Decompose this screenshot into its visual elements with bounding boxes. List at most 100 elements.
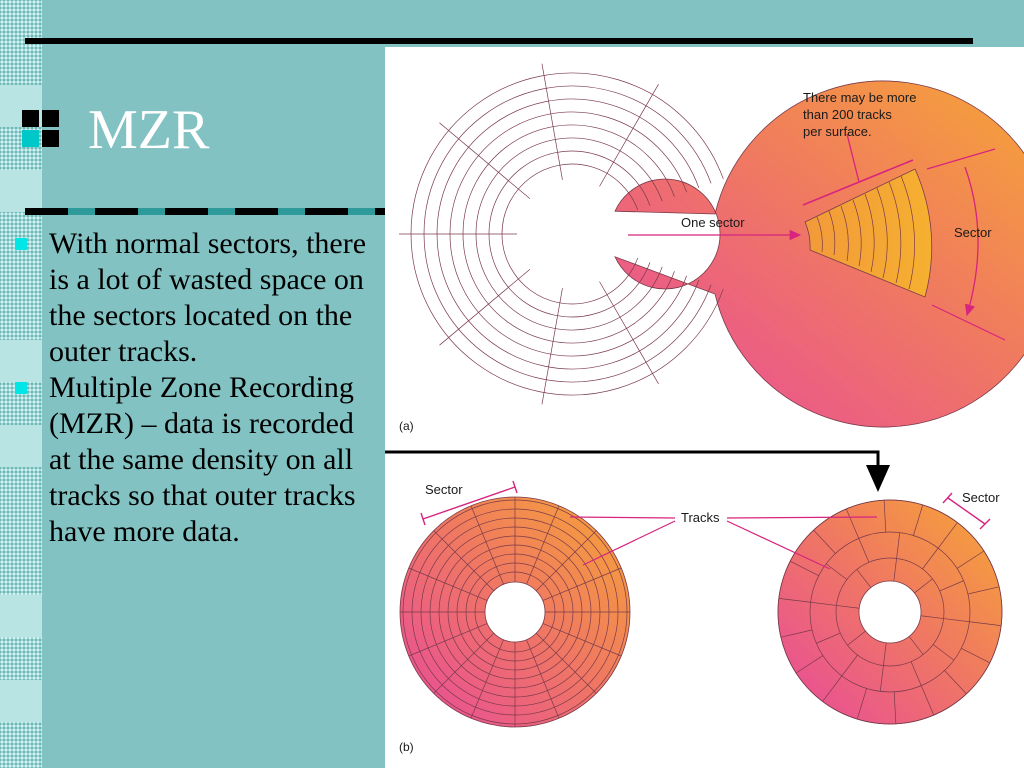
sector-line bbox=[967, 586, 1000, 595]
sector-line bbox=[535, 632, 597, 694]
sector-line bbox=[541, 288, 563, 405]
sector-line bbox=[408, 623, 488, 657]
disk-figure: There may be more than 200 tracks per su… bbox=[385, 47, 1024, 768]
sector-line bbox=[914, 578, 933, 594]
bullet-text: With normal sectors, there is a lot of w… bbox=[49, 227, 367, 368]
sector-line bbox=[922, 547, 939, 570]
disk-a-grid bbox=[399, 63, 724, 405]
sector-line bbox=[470, 505, 504, 585]
sector-arc-arrow bbox=[964, 166, 979, 317]
disk-figure-svg: There may be more than 200 tracks per su… bbox=[385, 63, 1024, 754]
strip-block bbox=[0, 680, 42, 722]
note-line: There may be more bbox=[803, 90, 916, 105]
panel-a-label: (a) bbox=[399, 419, 414, 433]
bullet-text: Multiple Zone Recording (MZR) – data is … bbox=[49, 371, 356, 548]
tracks-leader-left-a bbox=[569, 516, 676, 519]
title-bullet-icon bbox=[22, 110, 62, 150]
sector-line bbox=[937, 522, 958, 549]
sector-line bbox=[858, 538, 870, 563]
detached-sector-tracks bbox=[816, 175, 915, 290]
sector-line bbox=[841, 654, 858, 677]
bullet-item: With normal sectors, there is a lot of w… bbox=[15, 226, 375, 370]
tracks-leader-right-b bbox=[726, 520, 831, 570]
tracks-label: Tracks bbox=[681, 510, 720, 525]
sector-line bbox=[956, 550, 985, 569]
sector-boundary-bottom bbox=[931, 304, 1006, 341]
disk-b-right-grid bbox=[777, 499, 1003, 725]
note-bracket bbox=[802, 159, 914, 206]
square-bullet-icon bbox=[15, 382, 27, 394]
sector-line bbox=[810, 601, 837, 606]
track-ring bbox=[501, 163, 639, 305]
sector-line bbox=[470, 639, 504, 719]
top-rule bbox=[25, 38, 973, 44]
sector-line bbox=[847, 630, 866, 646]
sector-line bbox=[780, 629, 813, 638]
sector-line bbox=[813, 529, 836, 554]
sector-label-b-right: Sector bbox=[962, 490, 1000, 505]
sector-bracket-left bbox=[422, 486, 516, 520]
sector-line bbox=[883, 642, 887, 666]
sector-line bbox=[845, 508, 860, 539]
disk-b-right-hole bbox=[858, 580, 922, 644]
sector-line bbox=[961, 648, 990, 664]
sector-line bbox=[790, 560, 819, 576]
sector-line bbox=[939, 580, 964, 592]
sector-line bbox=[526, 505, 560, 585]
bullet-list: With normal sectors, there is a lot of w… bbox=[15, 226, 375, 550]
sector-line bbox=[836, 605, 860, 609]
tracks-leader-right-a bbox=[726, 516, 878, 519]
note-line: per surface. bbox=[803, 124, 872, 139]
bullet-item: Multiple Zone Recording (MZR) – data is … bbox=[15, 370, 375, 550]
sector-line bbox=[535, 530, 597, 592]
sector-line bbox=[542, 623, 622, 657]
sector-line bbox=[822, 675, 843, 702]
note-line: than 200 tracks bbox=[803, 107, 892, 122]
sector-line bbox=[932, 644, 955, 661]
sector-line bbox=[896, 532, 901, 559]
sector-line bbox=[944, 670, 967, 695]
square-bullet-icon bbox=[15, 238, 27, 250]
sector-bracket-left-tick bbox=[512, 480, 518, 494]
panel-b-label: (b) bbox=[399, 740, 414, 754]
sector-line bbox=[599, 84, 659, 187]
sector-bracket-left-tick bbox=[420, 512, 426, 526]
sector-line bbox=[526, 639, 560, 719]
detached-sector bbox=[804, 168, 933, 298]
sector-line bbox=[943, 618, 970, 623]
note-leader bbox=[846, 133, 860, 183]
sector-boundary-top bbox=[926, 148, 996, 170]
strip-block bbox=[0, 595, 42, 637]
sector-line bbox=[910, 661, 922, 686]
sector-line bbox=[883, 500, 887, 533]
sector-label-b-left: Sector bbox=[425, 482, 463, 497]
sector-line bbox=[825, 563, 848, 580]
slide-title: MZR bbox=[88, 99, 210, 161]
sector-bracket-right-tick bbox=[942, 492, 953, 504]
disk-b-left-hole bbox=[484, 581, 546, 643]
tracks-leader-left-b bbox=[582, 520, 676, 566]
sector-line bbox=[920, 685, 935, 716]
sector-line bbox=[408, 567, 488, 601]
sector-line bbox=[541, 63, 563, 180]
sector-line bbox=[856, 569, 872, 588]
sector-bracket-right bbox=[947, 497, 986, 525]
sector-line bbox=[893, 691, 897, 724]
sector-line bbox=[969, 621, 1002, 626]
sector-line bbox=[439, 122, 531, 199]
sector-bracket-right-tick bbox=[979, 518, 991, 530]
sector-line bbox=[778, 598, 811, 603]
strip-block bbox=[0, 425, 42, 467]
dashed-rule bbox=[25, 208, 385, 215]
sector-line bbox=[816, 632, 841, 644]
sector-line bbox=[908, 636, 924, 655]
sector-line bbox=[433, 632, 495, 694]
disk-b-left-grid bbox=[400, 497, 630, 727]
sector-line bbox=[920, 615, 944, 619]
sector-line bbox=[795, 655, 824, 674]
sector-line bbox=[893, 558, 897, 582]
sector-label-a: Sector bbox=[954, 225, 992, 240]
strip-block bbox=[0, 340, 42, 382]
one-sector-label: One sector bbox=[681, 215, 745, 230]
connector-arrow bbox=[385, 450, 890, 492]
